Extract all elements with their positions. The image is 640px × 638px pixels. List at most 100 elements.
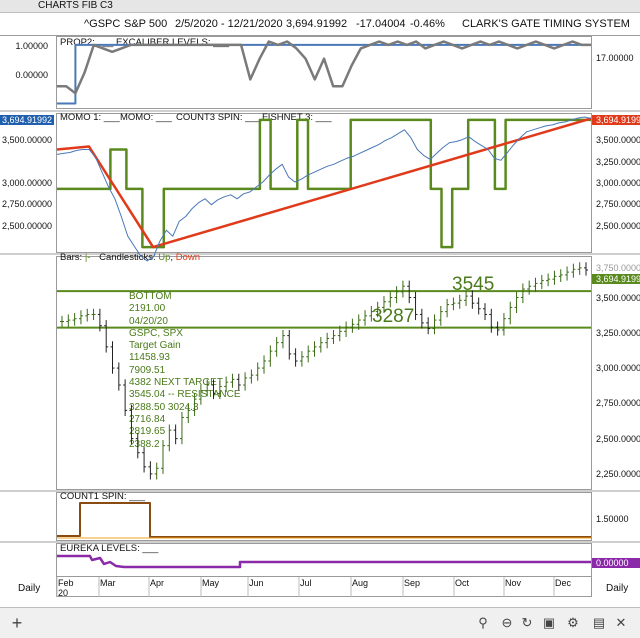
price-right-tick: 3,250.0000 [596, 327, 640, 338]
settings-icon[interactable]: ⚙ [567, 615, 579, 630]
momo-right-tick-last: 3,694.9199 [592, 115, 640, 125]
window-titlebar: CHARTS FIB C3 [0, 0, 640, 13]
momo1-series-line [56, 116, 592, 262]
month-tick-label: Jun [249, 578, 264, 588]
price-annotation: BOTTOM 2191.00 04/20/20 GSPC, SPX Target Gai… [129, 291, 241, 451]
annotation-line: 2191.00 [129, 303, 166, 315]
panel-divider [0, 541, 640, 543]
panel-divider [0, 490, 640, 492]
annotation-line: 04/20/20 [129, 315, 168, 327]
momo-left-tick-last: 3,694.91992 [0, 115, 54, 125]
prop-left-tick-0: 0.00000 [15, 70, 48, 80]
down-label: Down [175, 252, 200, 263]
momo-left-tick: 3,500.00000 [1, 135, 52, 145]
price-right-tick: 3,500.0000 [596, 292, 640, 303]
month-tick-label: Dec [555, 578, 572, 588]
first-day-label: 20 [58, 588, 69, 598]
chart-canvas [56, 40, 592, 597]
panel-divider [0, 253, 640, 255]
excaliber-series-line [57, 43, 591, 105]
add-icon[interactable]: + [11, 613, 23, 633]
daily-left-label[interactable]: Daily [18, 583, 41, 594]
month-tick-label: Oct [455, 578, 470, 588]
count1-label: COUNT1 SPIN: ___ [60, 491, 145, 502]
momo-right-tick: 2,750.0000 [596, 199, 640, 209]
eureka-label: EUREKA LEVELS: ___ [60, 543, 159, 554]
price-right-tick: 3,000.0000 [596, 363, 640, 374]
price-right-tick-last: 3,694.9199 [592, 274, 640, 284]
month-tick-label: Aug [352, 578, 369, 588]
window-icon[interactable]: ▤ [592, 615, 606, 630]
fishnet-label: FISHNET 3: ___ [262, 112, 332, 123]
month-tick-label: Nov [505, 578, 522, 588]
month-tick-label: Mar [100, 578, 116, 588]
annotation-line: 7909.51 [129, 364, 166, 376]
prop-label: PROP2: ___ EXCALIBER LEVELS: ___ [60, 37, 229, 48]
bottom-toolbar: + ⚲ ⊖ ↻ ▣ ⚙ ▤ ✕ [0, 607, 640, 638]
momo-right-tick: 3,000.0000 [596, 178, 640, 188]
price-right-tick: 2,500.0000 [596, 433, 640, 444]
momo-label: MOMO: ___ [120, 112, 172, 123]
daily-right-label[interactable]: Daily [606, 583, 629, 594]
annotation-line: 3288.50 3024.3 [129, 401, 199, 413]
month-tick-label: Apr [150, 578, 165, 588]
count3-spin-line [57, 118, 591, 249]
month-tick-label: Feb [58, 578, 74, 588]
annotation-line: 2819.65 [129, 426, 166, 438]
price-label: Bars: |- Candlesticks: Up, Down [60, 252, 200, 263]
resistance-line-label: 3545 [452, 274, 495, 295]
month-tick-label: Sep [404, 578, 421, 588]
momo-left-tick: 3,000.00000 [1, 178, 52, 188]
count1-spin-line [57, 502, 591, 538]
momo-panel [56, 113, 592, 253]
price-change-pct: -0.46% [410, 18, 445, 30]
symbol: ^GSPC [84, 18, 121, 30]
month-tick-label: Jul [300, 578, 312, 588]
momo-right-tick: 3,250.0000 [596, 157, 640, 167]
bars-label: Bars: [60, 252, 83, 263]
up-label: Up [158, 252, 171, 263]
annotation-line: Target Gain [129, 340, 181, 352]
price-panel [56, 256, 592, 490]
prop-panel [56, 36, 592, 109]
close-icon[interactable]: ✕ [615, 615, 627, 630]
momo-right-tick: 3,500.0000 [596, 135, 640, 145]
momo-right-tick: 2,500.0000 [596, 221, 640, 231]
count3-label: COUNT3 SPIN: ___ [176, 112, 261, 123]
momo-left-tick: 2,750.00000 [1, 199, 52, 209]
annotation-line: 2388.2 [129, 438, 160, 450]
prop-right-value: 17.00000 [596, 53, 634, 63]
annotation-line: 4382 NEXT TARGET [129, 377, 223, 389]
system-name: CLARK'S GATE TIMING SYSTEM [462, 18, 630, 30]
support-line-label: 3287 [372, 306, 415, 327]
eureka-levels-line [57, 554, 591, 569]
candles-label: Candlesticks: [99, 252, 156, 263]
count1-right-tick: 1.50000 [596, 514, 629, 524]
eureka-panel [56, 543, 592, 577]
prop-left-tick-1: 1.00000 [0, 41, 52, 51]
search-icon[interactable]: ⚲ [478, 615, 488, 630]
annotation-line: 3545.04 -- RESISTANCE [129, 389, 241, 401]
price-right-tick: 2,250.0000 [596, 468, 640, 479]
momo1-label: MOMO 1: ___ [60, 112, 120, 123]
prop2-series-line [57, 40, 591, 95]
window-title: CHARTS FIB C3 [38, 0, 113, 11]
fit-icon[interactable]: ▣ [542, 615, 556, 630]
annotation-line: 11458.93 [129, 352, 170, 364]
date-range: 2/5/2020 - 12/21/2020 [175, 18, 283, 30]
instrument-name: S&P 500 [124, 18, 168, 30]
annotation-line: BOTTOM [129, 291, 172, 302]
panel-divider [0, 110, 640, 112]
chart-header: ^GSPC S&P 500 2/5/2020 - 12/21/2020 3,69… [0, 13, 640, 36]
annotation-line: 2716.84 [129, 413, 166, 425]
refresh-icon[interactable]: ↻ [521, 615, 533, 630]
price-right-tick: 2,750.0000 [596, 398, 640, 409]
zoom-out-icon[interactable]: ⊖ [501, 615, 513, 630]
last-price: 3,694.91992 [286, 18, 348, 30]
annotation-line: GSPC, SPX [129, 327, 183, 339]
price-right-tick-top: 3,750.0000 [596, 263, 640, 273]
momo-series-line [56, 117, 592, 249]
momo-left-tick: 2,500.00000 [1, 221, 52, 231]
eureka-right-tick: 0.00000 [592, 558, 640, 568]
price-change: -17.04004 [356, 18, 406, 30]
